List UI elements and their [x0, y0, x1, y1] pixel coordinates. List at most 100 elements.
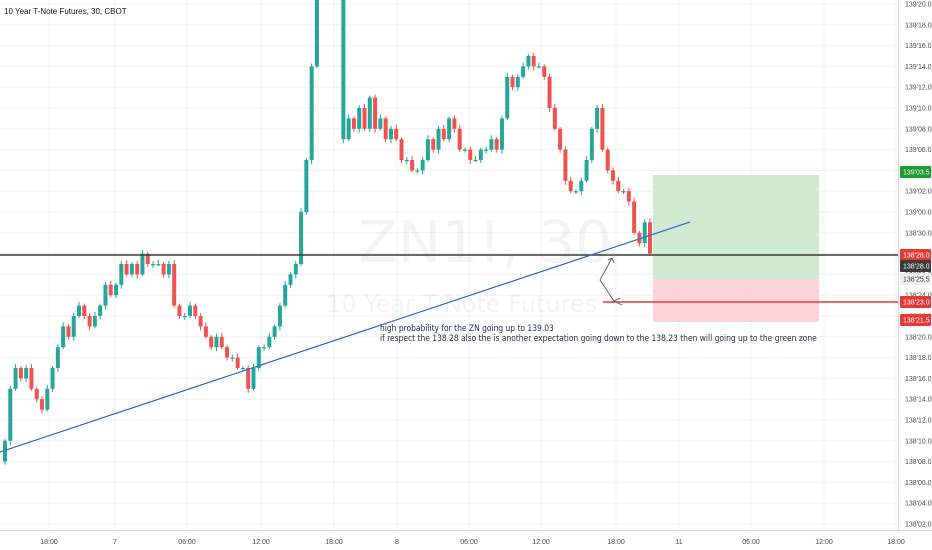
- candle-body: [283, 284, 288, 306]
- candle-body: [494, 139, 499, 150]
- candle-body: [457, 128, 462, 150]
- candle-body: [595, 108, 600, 129]
- annotation-line-1: high probability for the ZN going up to …: [380, 323, 554, 333]
- candle-body: [452, 118, 457, 129]
- candle-body: [24, 368, 29, 379]
- candle-body: [536, 66, 541, 68]
- candle-body: [431, 139, 436, 150]
- time-tick-label: 12:00: [252, 539, 270, 546]
- candle-body: [267, 336, 272, 348]
- price-tick-label: 139'14.0: [905, 64, 932, 71]
- candle-body: [563, 149, 568, 181]
- price-tick-label: 138'18.0: [905, 355, 932, 362]
- candle-body: [18, 368, 23, 379]
- trendline[interactable]: [0, 221, 691, 453]
- candle-body: [579, 180, 584, 192]
- candle-body: [124, 264, 129, 275]
- candle-body: [621, 191, 626, 193]
- price-tag-current: [900, 249, 931, 261]
- price-tick-label: 139'08.0: [905, 126, 932, 133]
- candle-body: [161, 264, 166, 275]
- candle-body: [637, 232, 642, 244]
- candle-body: [547, 76, 552, 108]
- candle-body: [262, 347, 267, 349]
- price-tick-label: 138'08.0: [905, 459, 932, 466]
- candle-body: [378, 118, 383, 129]
- candle-body: [40, 399, 45, 410]
- candle-body: [510, 76, 515, 88]
- candle-body: [394, 128, 399, 140]
- candle-body: [447, 118, 452, 140]
- price-tags: 139'03.5 138'28.0 138'28.0 138'25.5 138'23.0…: [900, 166, 931, 326]
- candle-body: [108, 284, 113, 296]
- price-tick-label: 138'14.0: [905, 397, 932, 404]
- candle-body: [489, 139, 494, 150]
- arrow-drawing[interactable]: [599, 257, 623, 306]
- watermark-symbol: ZN1!, 30: [358, 208, 612, 276]
- candle-body: [515, 76, 520, 88]
- price-tag-last: [900, 260, 931, 272]
- candle-body: [198, 316, 203, 327]
- time-ticks: 18:00 7 06:00 12:00 18:00 8 06:00 12:00 18:00 11 0…: [40, 539, 905, 546]
- candle-body: [558, 128, 563, 150]
- candle-body: [77, 305, 82, 316]
- candle-body: [610, 170, 615, 181]
- candle-body: [304, 160, 309, 212]
- annotation-line-2: if respect the 138.28 also the is anothe…: [380, 333, 817, 343]
- candle-body: [71, 316, 76, 337]
- candle-body: [240, 368, 245, 370]
- candle-body: [314, 0, 319, 67]
- candle-body: [346, 118, 351, 140]
- time-axis[interactable]: 18:00 7 06:00 12:00 18:00 8 06:00 12:00 18:00 11 0…: [0, 530, 932, 547]
- candle-body: [420, 160, 425, 171]
- candle-body: [246, 368, 251, 389]
- candle-body: [499, 118, 504, 150]
- candle-body: [521, 66, 526, 77]
- annotation-text: high probability for the ZN going up to …: [380, 323, 817, 343]
- candle-body: [203, 326, 208, 337]
- candle-body: [140, 253, 145, 275]
- candle-body: [45, 388, 50, 410]
- candle-body: [166, 264, 171, 275]
- candle-body: [373, 97, 378, 129]
- price-tick-label: 138'20.0: [905, 334, 932, 341]
- price-tick-label: 138'04.0: [905, 501, 932, 508]
- price-tick-label: 138'02.0: [905, 522, 932, 529]
- price-tag-entry: [900, 273, 931, 285]
- zones: [653, 175, 819, 322]
- candle-body: [61, 326, 66, 348]
- candle-body: [293, 264, 298, 275]
- candle-body: [156, 264, 161, 266]
- price-tick-label: 139'12.0: [905, 85, 932, 92]
- price-tag-label: 138'25.5: [903, 277, 930, 284]
- time-tick-label: 18:00: [887, 539, 905, 546]
- time-tick-label: 12:00: [815, 539, 833, 546]
- price-tag-label: 138'23.0: [903, 300, 930, 307]
- candle-body: [600, 108, 605, 150]
- candle-body: [357, 108, 362, 129]
- time-tick-label: 06:00: [178, 539, 196, 546]
- price-tag-label: 139'03.5: [903, 170, 930, 177]
- candle-body: [526, 56, 531, 67]
- candle-body: [193, 305, 198, 316]
- candle-body: [230, 357, 235, 359]
- stop-zone: [653, 279, 819, 322]
- price-tag-label: 138'28.0: [903, 264, 930, 271]
- candle-body: [145, 253, 150, 264]
- price-tick-label: 138'30.0: [905, 230, 932, 237]
- candle-body: [399, 139, 404, 160]
- price-tick-label: 139'10.0: [905, 106, 932, 113]
- candle-body: [119, 264, 124, 285]
- price-tick-label: 139'16.0: [905, 43, 932, 50]
- candle-body: [172, 264, 177, 306]
- candle-body: [98, 305, 103, 316]
- price-tick-label: 138'10.0: [905, 438, 932, 445]
- time-tick-label: 18:00: [325, 539, 343, 546]
- candle-body: [225, 347, 230, 358]
- candle-body: [584, 160, 589, 181]
- candle-body: [309, 66, 314, 160]
- price-axis[interactable]: 139'20.0 139'18.0 139'16.0 139'14.0 139'12.0…: [898, 0, 932, 530]
- time-tick-label: 7: [113, 539, 117, 546]
- time-tick-label: 18:00: [607, 539, 625, 546]
